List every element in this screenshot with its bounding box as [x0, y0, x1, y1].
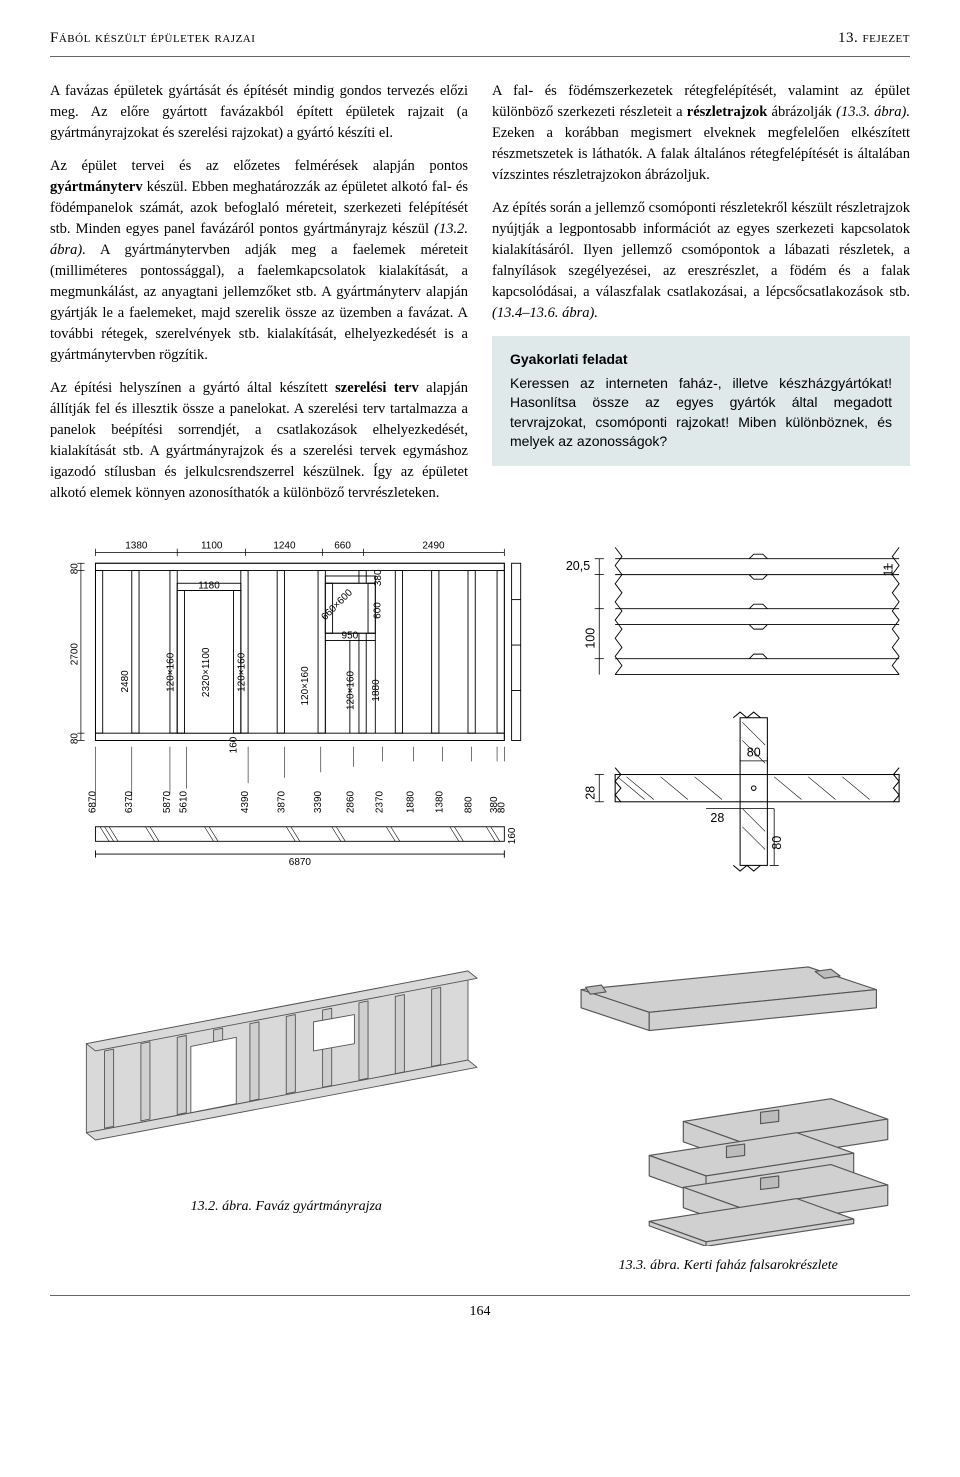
- svg-text:600: 600: [373, 602, 384, 619]
- svg-text:660: 660: [334, 541, 351, 552]
- svg-text:2480: 2480: [120, 670, 131, 693]
- figure-13-2: 1380 1100 1240 660 2490 80 2700: [50, 536, 523, 872]
- caption-left: 13.2. ábra. Faváz gyártmányrajza: [50, 1197, 523, 1217]
- right-p2: Az építés során a jellemző csomóponti ré…: [492, 198, 910, 324]
- svg-text:80: 80: [69, 563, 80, 575]
- svg-text:120×160: 120×160: [236, 652, 247, 692]
- svg-text:1180: 1180: [198, 581, 220, 592]
- svg-text:80: 80: [770, 836, 784, 850]
- svg-text:2370: 2370: [375, 791, 386, 814]
- svg-text:2860: 2860: [345, 791, 356, 814]
- svg-text:6870: 6870: [87, 791, 98, 814]
- svg-text:1380: 1380: [125, 541, 148, 552]
- left-p3: Az építési helyszínen a gyártó által kés…: [50, 378, 468, 504]
- caption-right: 13.3. ábra. Kerti faház falsarokrészlete: [547, 1256, 910, 1276]
- right-p1: A fal- és födémszerkezetek rétegfelépíté…: [492, 81, 910, 186]
- svg-text:2700: 2700: [69, 643, 80, 666]
- svg-text:2490: 2490: [422, 541, 445, 552]
- svg-text:1240: 1240: [273, 541, 296, 552]
- page-footer: 164: [50, 1295, 910, 1322]
- svg-text:5610: 5610: [178, 791, 189, 814]
- svg-text:1880: 1880: [371, 679, 382, 702]
- task-box: Gyakorlati feladat Keressen az internete…: [492, 336, 910, 466]
- svg-text:100: 100: [583, 628, 597, 649]
- drawing-elevation: 1380 1100 1240 660 2490 80 2700: [50, 536, 523, 872]
- svg-text:160: 160: [507, 827, 518, 844]
- svg-text:2320×1100: 2320×1100: [201, 647, 212, 697]
- figure-13-3-top: 20,5 100 11: [547, 536, 910, 945]
- svg-text:80: 80: [496, 802, 507, 814]
- task-title: Gyakorlati feladat: [510, 350, 892, 370]
- svg-text:1100: 1100: [201, 541, 223, 552]
- svg-text:120×160: 120×160: [345, 671, 356, 711]
- header-right: 13. fejezet: [838, 28, 910, 50]
- figure-bottom-row: 13.2. ábra. Faváz gyártmányrajza: [50, 951, 910, 1277]
- svg-text:120×160: 120×160: [300, 666, 311, 706]
- svg-text:120×160: 120×160: [166, 652, 177, 692]
- svg-text:4390: 4390: [240, 791, 251, 814]
- svg-text:880: 880: [464, 796, 475, 813]
- column-left: A favázas épületek gyártását és építését…: [50, 81, 468, 516]
- svg-text:950: 950: [342, 631, 359, 642]
- header-left: Fából készült épületek rajzai: [50, 28, 255, 50]
- left-p2: Az épület tervei és az előzetes felmérés…: [50, 156, 468, 366]
- column-right: A fal- és födémszerkezetek rétegfelépíté…: [492, 81, 910, 516]
- page-number: 164: [470, 1304, 491, 1319]
- svg-text:1380: 1380: [435, 791, 446, 814]
- iso-frame: 13.2. ábra. Faváz gyártmányrajza: [50, 951, 523, 1277]
- svg-text:11: 11: [881, 564, 895, 577]
- svg-text:6370: 6370: [124, 791, 135, 814]
- page-header: Fából készült épületek rajzai 13. fejeze…: [50, 28, 910, 57]
- svg-text:80: 80: [746, 745, 760, 759]
- svg-text:160: 160: [228, 736, 239, 753]
- svg-text:5870: 5870: [162, 791, 173, 814]
- svg-text:6870: 6870: [289, 857, 312, 868]
- task-body: Keressen az interneten faház-, illetve k…: [510, 374, 892, 452]
- svg-text:1880: 1880: [405, 791, 416, 814]
- svg-text:20,5: 20,5: [565, 559, 589, 573]
- svg-text:80: 80: [69, 733, 80, 745]
- left-p1: A favázas épületek gyártását és építését…: [50, 81, 468, 144]
- svg-text:3390: 3390: [313, 791, 324, 814]
- svg-text:28: 28: [710, 811, 724, 825]
- svg-text:3870: 3870: [276, 791, 287, 814]
- svg-text:28: 28: [583, 786, 597, 800]
- drawing-detail: 20,5 100 11: [547, 536, 910, 945]
- iso-corner: 13.3. ábra. Kerti faház falsarokrészlete: [547, 951, 910, 1277]
- text-columns: A favázas épületek gyártását és építését…: [50, 81, 910, 516]
- figure-row: 1380 1100 1240 660 2490 80 2700: [50, 536, 910, 945]
- svg-text:380: 380: [373, 569, 384, 586]
